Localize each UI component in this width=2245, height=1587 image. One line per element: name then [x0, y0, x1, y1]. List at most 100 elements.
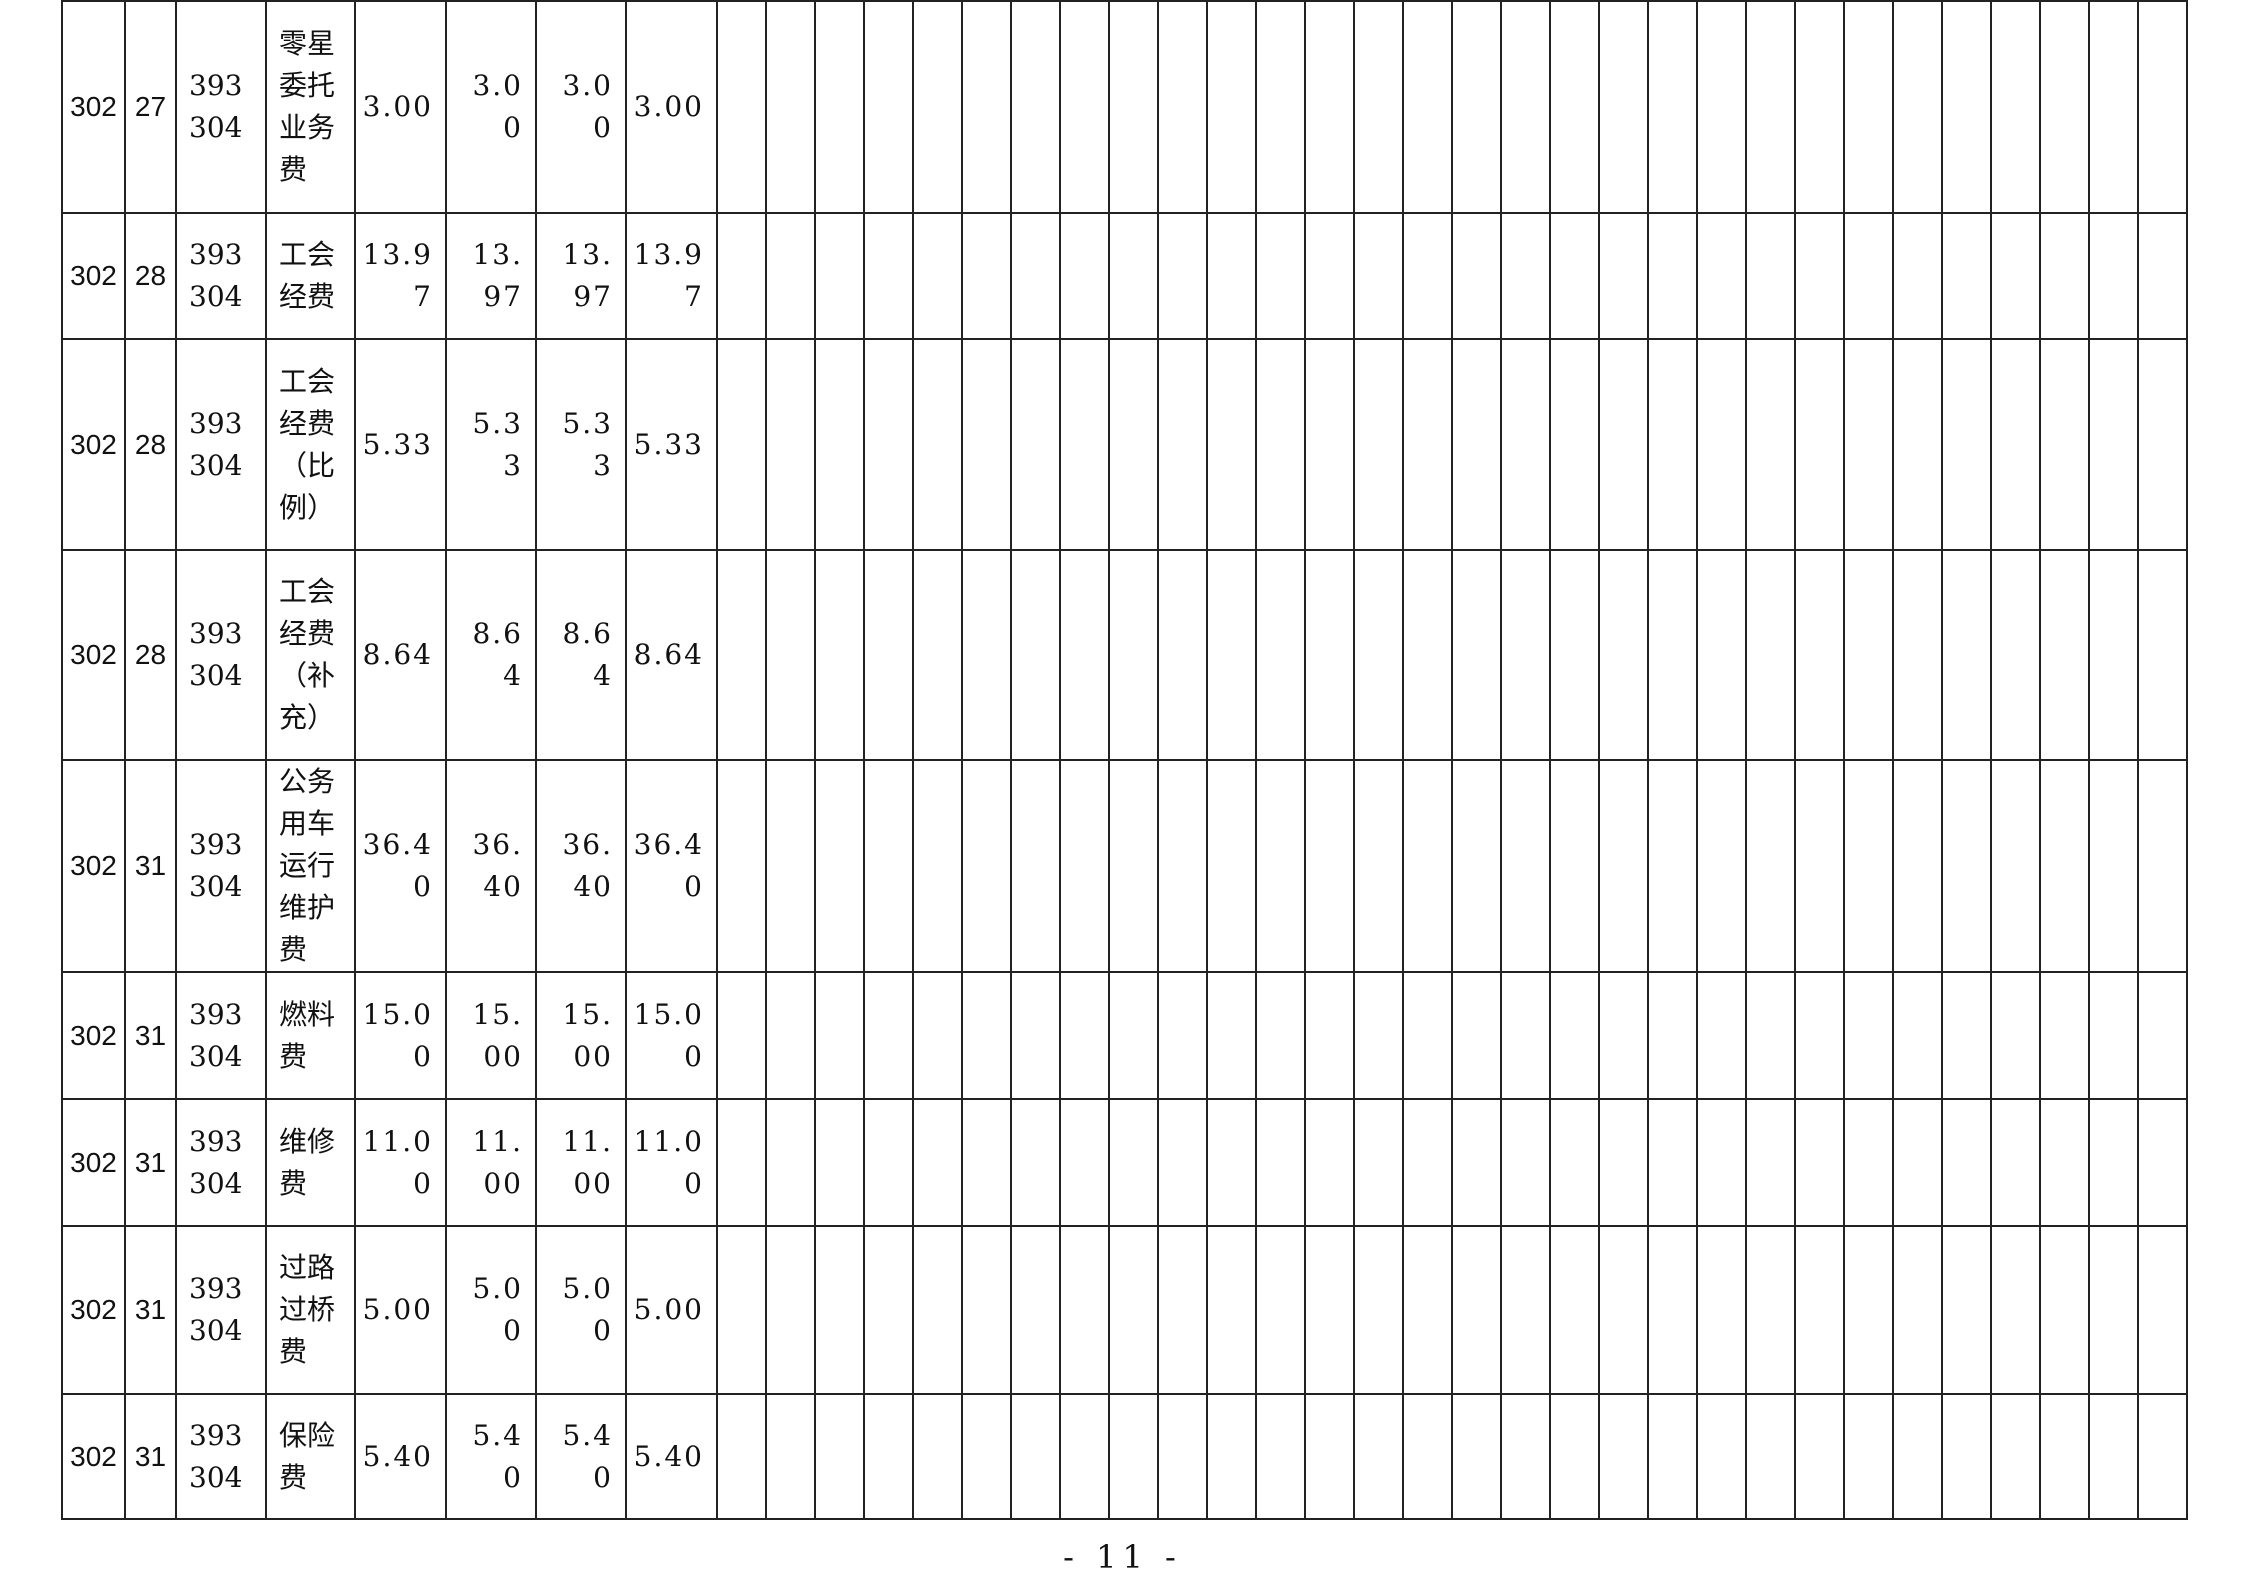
- amount-cell: 11.00: [535, 1098, 627, 1227]
- class-code-cell: 302: [61, 0, 126, 214]
- amount-cell: 11.00: [625, 1098, 718, 1227]
- empty-cell: [1255, 1098, 1306, 1227]
- class-code-cell: 302: [61, 212, 126, 340]
- empty-cell: [961, 1393, 1012, 1520]
- empty-cell: [1745, 759, 1796, 973]
- empty-cell: [1157, 971, 1208, 1100]
- empty-cell: [1255, 212, 1306, 340]
- empty-cell: [1696, 549, 1747, 761]
- empty-cell: [1745, 971, 1796, 1100]
- amount-cell: 15.00: [445, 971, 537, 1100]
- empty-cell: [1108, 549, 1159, 761]
- empty-cell: [2088, 759, 2139, 973]
- expense-name-cell: 保险费: [265, 1393, 356, 1520]
- amount-cell: 11.00: [354, 1098, 447, 1227]
- empty-cell: [1892, 1098, 1943, 1227]
- amount-cell: 8.64: [625, 549, 718, 761]
- empty-cell: [814, 1098, 865, 1227]
- empty-cell: [1353, 1393, 1404, 1520]
- expense-name-cell: 零星委托业务费: [265, 0, 356, 214]
- amount-cell: 15.00: [354, 971, 447, 1100]
- empty-cell: [1647, 338, 1698, 551]
- empty-cell: [1598, 1225, 1649, 1395]
- empty-cell: [1500, 1225, 1551, 1395]
- empty-cell: [1892, 549, 1943, 761]
- empty-cell: [1402, 1225, 1453, 1395]
- empty-cell: [1402, 0, 1453, 214]
- empty-cell: [1549, 0, 1600, 214]
- page-number: - 11 -: [1063, 1538, 1182, 1576]
- empty-cell: [1941, 1098, 1992, 1227]
- empty-cell: [1745, 549, 1796, 761]
- empty-cell: [1549, 212, 1600, 340]
- empty-cell: [1402, 1393, 1453, 1520]
- empty-cell: [1696, 1098, 1747, 1227]
- empty-cell: [2137, 1225, 2188, 1395]
- empty-cell: [1500, 212, 1551, 340]
- empty-cell: [1157, 212, 1208, 340]
- empty-cell: [1108, 212, 1159, 340]
- empty-cell: [863, 338, 914, 551]
- empty-cell: [1794, 759, 1845, 973]
- empty-cell: [961, 971, 1012, 1100]
- empty-cell: [1647, 1225, 1698, 1395]
- empty-cell: [912, 0, 963, 214]
- empty-cell: [961, 0, 1012, 214]
- empty-cell: [1941, 759, 1992, 973]
- empty-cell: [2039, 338, 2090, 551]
- empty-cell: [1990, 1393, 2041, 1520]
- empty-cell: [716, 338, 767, 551]
- empty-cell: [912, 212, 963, 340]
- empty-cell: [2088, 1098, 2139, 1227]
- empty-cell: [863, 212, 914, 340]
- empty-cell: [1843, 0, 1894, 214]
- amount-cell: 15.00: [535, 971, 627, 1100]
- empty-cell: [1990, 759, 2041, 973]
- empty-cell: [863, 0, 914, 214]
- empty-cell: [1059, 759, 1110, 973]
- empty-cell: [912, 338, 963, 551]
- amount-cell: 5.33: [535, 338, 627, 551]
- empty-cell: [1745, 1098, 1796, 1227]
- empty-cell: [1108, 338, 1159, 551]
- empty-cell: [1696, 971, 1747, 1100]
- empty-cell: [1059, 1225, 1110, 1395]
- amount-cell: 5.00: [535, 1225, 627, 1395]
- empty-cell: [1598, 759, 1649, 973]
- item-code-cell: 27: [124, 0, 177, 214]
- empty-cell: [1500, 759, 1551, 973]
- empty-cell: [961, 212, 1012, 340]
- empty-cell: [1598, 212, 1649, 340]
- empty-cell: [1206, 338, 1257, 551]
- empty-cell: [1010, 759, 1061, 973]
- amount-cell: 3.00: [535, 0, 627, 214]
- empty-cell: [1108, 971, 1159, 1100]
- empty-cell: [1647, 1393, 1698, 1520]
- empty-cell: [716, 212, 767, 340]
- empty-cell: [1843, 971, 1894, 1100]
- class-code-cell: 302: [61, 1098, 126, 1227]
- empty-cell: [1402, 971, 1453, 1100]
- item-code-cell: 31: [124, 971, 177, 1100]
- empty-cell: [1304, 971, 1355, 1100]
- empty-cell: [1745, 1225, 1796, 1395]
- empty-cell: [961, 1225, 1012, 1395]
- empty-cell: [863, 1098, 914, 1227]
- expense-name-cell: 工会经费（比例）: [265, 338, 356, 551]
- amount-cell: 5.00: [625, 1225, 718, 1395]
- table-row: 302 31 393304 公务用车运行维护费 36.40 36.40 36.40 36.40: [61, 759, 2188, 973]
- empty-cell: [1500, 549, 1551, 761]
- table-row: 302 31 393304 燃料费 15.00 15.00 15.00 15.00: [61, 971, 2188, 1100]
- empty-cell: [1990, 338, 2041, 551]
- table-row: 302 31 393304 过路过桥费 5.00 5.00 5.00 5.00: [61, 1225, 2188, 1395]
- empty-cell: [1255, 0, 1306, 214]
- empty-cell: [1353, 1225, 1404, 1395]
- item-code-cell: 31: [124, 1393, 177, 1520]
- empty-cell: [1794, 1393, 1845, 1520]
- empty-cell: [1304, 338, 1355, 551]
- empty-cell: [1010, 0, 1061, 214]
- class-code-cell: 302: [61, 1225, 126, 1395]
- empty-cell: [912, 971, 963, 1100]
- empty-cell: [1059, 212, 1110, 340]
- empty-cell: [1157, 549, 1208, 761]
